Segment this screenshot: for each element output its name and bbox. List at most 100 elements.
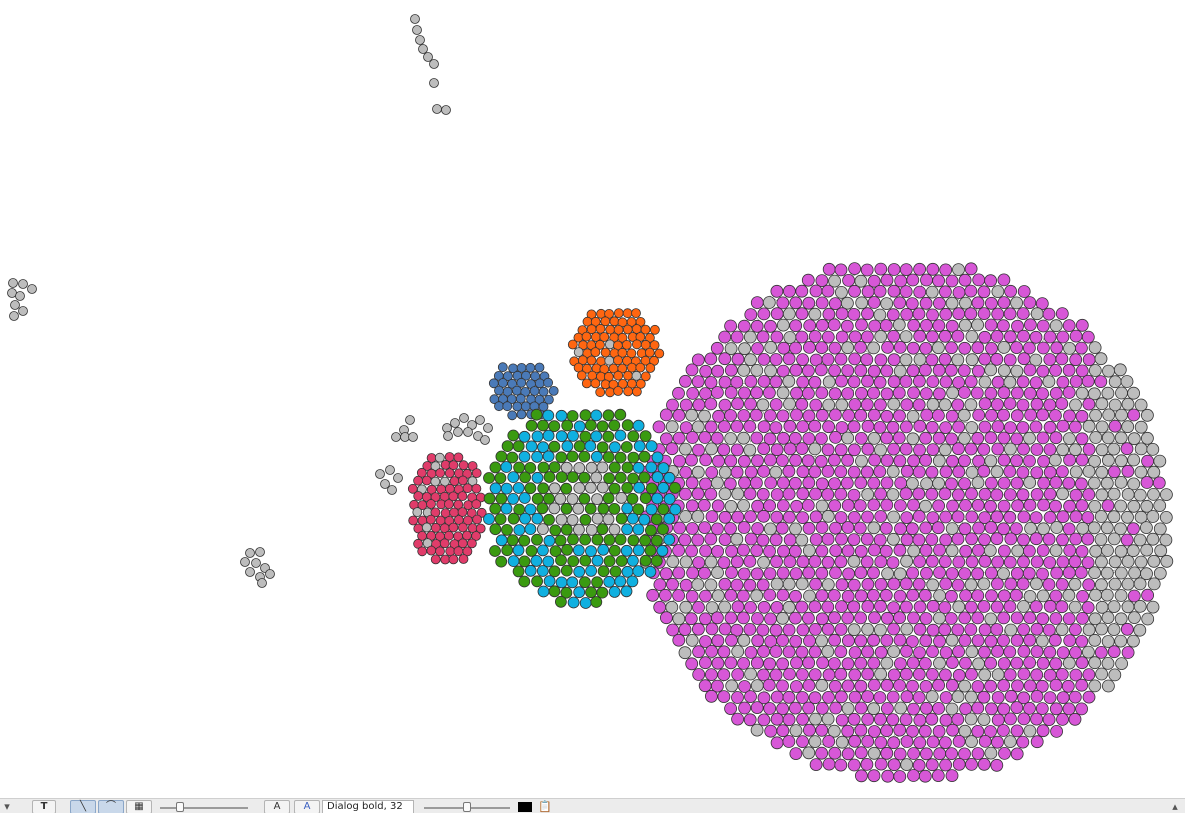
graph-node[interactable] [549,586,560,597]
graph-node[interactable] [881,274,893,286]
graph-node[interactable] [901,555,913,567]
graph-node[interactable] [519,535,530,546]
graph-node[interactable] [1057,534,1069,546]
graph-node[interactable] [783,285,795,297]
graph-node[interactable] [537,545,548,556]
graph-node[interactable] [1122,556,1134,568]
graph-node[interactable] [615,409,626,420]
graph-node[interactable] [771,308,783,320]
graph-node[interactable] [862,646,874,658]
graph-node[interactable] [1057,556,1069,568]
graph-node[interactable] [1109,556,1121,568]
graph-node[interactable] [580,514,591,525]
graph-node[interactable] [778,342,790,354]
graph-node[interactable] [875,646,887,658]
graph-node[interactable] [1122,578,1134,590]
graph-node[interactable] [1037,320,1049,332]
graph-node[interactable] [979,353,991,365]
graph-node[interactable] [965,624,977,636]
graph-node[interactable] [777,725,789,737]
graph-node[interactable] [1024,499,1036,511]
graph-node[interactable] [732,353,744,365]
graph-node[interactable] [835,488,847,500]
graph-node[interactable] [888,759,900,771]
graph-node[interactable] [535,363,544,372]
graph-node[interactable] [1148,466,1160,478]
graph-node[interactable] [513,441,524,452]
graph-node[interactable] [939,286,951,298]
graph-node[interactable] [842,748,854,760]
graph-node[interactable] [855,702,867,714]
graph-node[interactable] [875,600,887,612]
graph-node[interactable] [692,623,704,635]
graph-node[interactable] [1063,433,1075,445]
graph-node[interactable] [998,680,1010,692]
graph-node[interactable] [574,348,583,357]
graph-node[interactable] [868,544,880,556]
graph-node[interactable] [914,330,926,342]
graph-node[interactable] [802,612,814,624]
graph-node[interactable] [1030,512,1042,524]
graph-node[interactable] [887,533,899,545]
graph-node[interactable] [920,544,932,556]
graph-node[interactable] [596,388,605,397]
graph-node[interactable] [765,341,777,353]
graph-node[interactable] [556,452,567,463]
graph-node[interactable] [932,770,944,782]
graph-node[interactable] [1011,657,1023,669]
graph-node[interactable] [484,424,493,433]
graph-node[interactable] [458,523,467,532]
graph-node[interactable] [932,410,944,422]
graph-node[interactable] [1141,432,1153,444]
graph-node[interactable] [1057,331,1069,343]
graph-node[interactable] [796,443,808,455]
graph-node[interactable] [809,669,821,681]
graph-node[interactable] [907,657,919,669]
graph-node[interactable] [596,324,605,333]
graph-node[interactable] [1128,590,1140,602]
graph-node[interactable] [745,533,757,545]
graph-node[interactable] [712,500,724,512]
graph-node[interactable] [679,534,691,546]
graph-node[interactable] [888,578,900,590]
graph-node[interactable] [835,466,847,478]
graph-node[interactable] [521,402,530,411]
graph-node[interactable] [1051,522,1063,534]
graph-node[interactable] [972,702,984,714]
graph-node[interactable] [966,556,978,568]
graph-node[interactable] [725,612,737,624]
graph-node[interactable] [771,601,783,613]
graph-node[interactable] [537,503,548,514]
graph-node[interactable] [582,332,591,341]
graph-node[interactable] [653,421,665,433]
graph-node[interactable] [992,286,1004,298]
graph-node[interactable] [836,308,848,320]
graph-node[interactable] [947,724,959,736]
graph-node[interactable] [804,320,816,332]
graph-node[interactable] [739,477,751,489]
graph-node[interactable] [770,646,782,658]
graph-node[interactable] [862,286,874,298]
graph-node[interactable] [835,759,847,771]
graph-node[interactable] [965,443,977,455]
graph-node[interactable] [934,590,946,602]
graph-node[interactable] [881,634,893,646]
graph-node[interactable] [1064,410,1076,422]
graph-node[interactable] [868,634,880,646]
graph-node[interactable] [526,420,537,431]
graph-node[interactable] [822,556,834,568]
graph-node[interactable] [946,679,958,691]
graph-node[interactable] [972,612,984,624]
graph-node[interactable] [945,613,957,625]
graph-node[interactable] [508,556,519,567]
graph-node[interactable] [1069,691,1081,703]
graph-node[interactable] [868,567,880,579]
graph-node[interactable] [517,410,526,419]
graph-node[interactable] [783,308,795,320]
graph-node[interactable] [843,568,855,580]
graph-node[interactable] [880,320,892,332]
graph-node[interactable] [1057,488,1069,500]
graph-node[interactable] [809,443,821,455]
graph-node[interactable] [783,646,795,658]
graph-node[interactable] [686,409,698,421]
